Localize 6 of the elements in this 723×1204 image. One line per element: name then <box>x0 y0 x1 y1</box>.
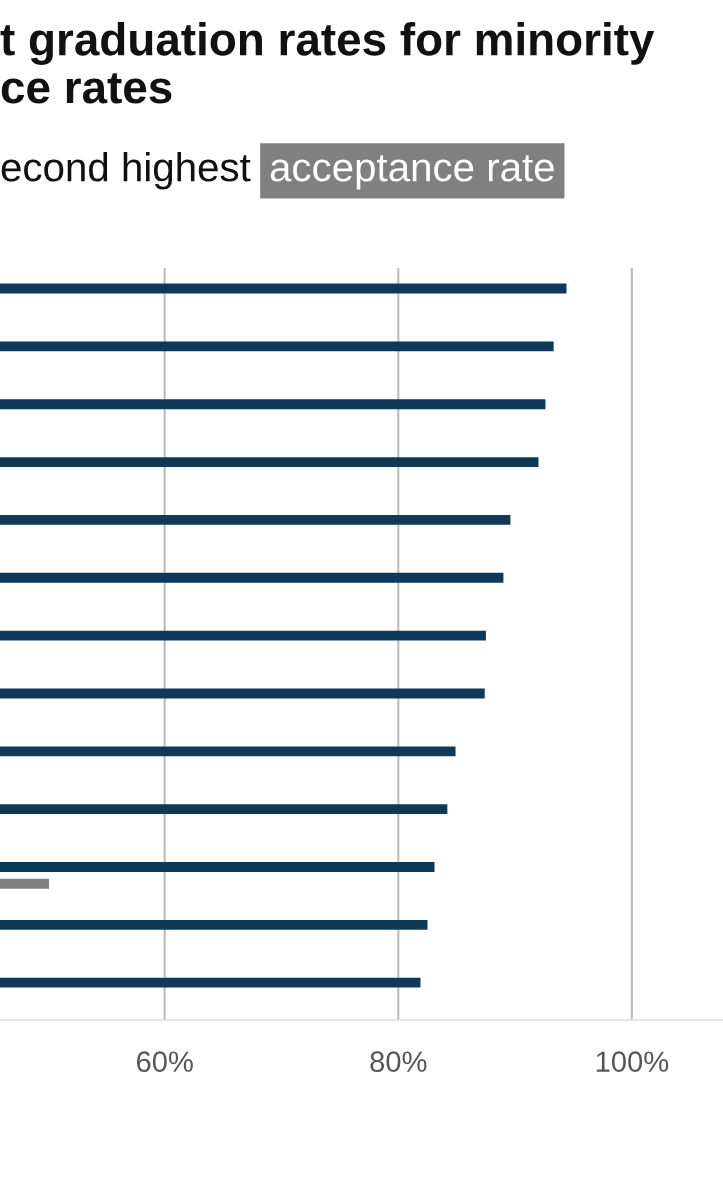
x-tick-label: 80% <box>370 1051 427 1072</box>
chart-subtitle: econd highest <box>1 152 251 190</box>
text: acceptance rate <box>270 155 554 190</box>
x-tick-label: 100% <box>596 1051 669 1072</box>
chart-title: t graduation rates for minority ce rates <box>0 22 655 104</box>
x-tick-label: 60% <box>136 1051 193 1072</box>
